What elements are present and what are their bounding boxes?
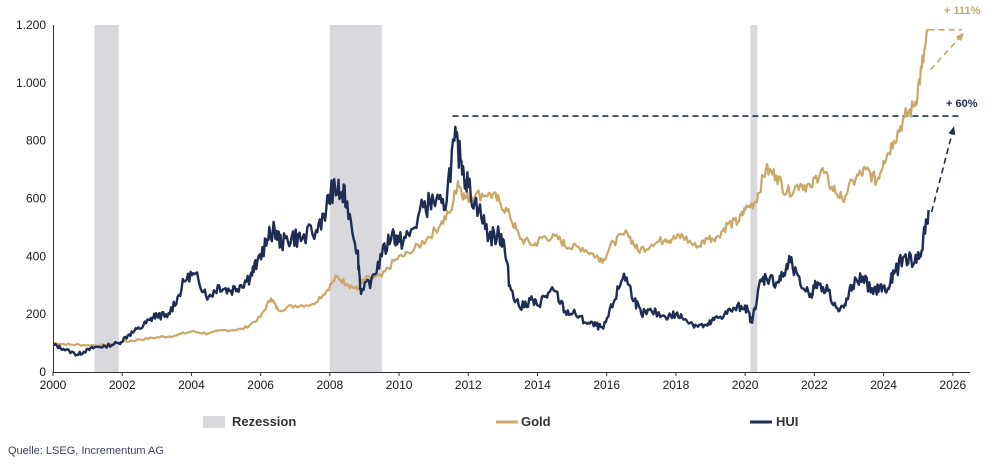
recession-band-1 — [329, 25, 382, 372]
annotation-hui-gain: + 60% — [946, 98, 978, 110]
x-tick-label: 2012 — [455, 378, 482, 392]
x-tick-label: 2020 — [732, 378, 759, 392]
recession-band-2 — [750, 25, 758, 372]
y-tick-label: 1.000 — [16, 76, 46, 90]
x-tick-label: 2022 — [801, 378, 828, 392]
projection-arrow-gold — [929, 32, 965, 71]
y-tick-label: 0 — [39, 365, 46, 379]
x-tick-label: 2004 — [178, 378, 205, 392]
projection-arrow-gold-head — [955, 32, 964, 42]
recession-bands — [94, 25, 758, 372]
x-tick-label: 2006 — [247, 378, 274, 392]
y-tick-label: 400 — [26, 249, 46, 263]
x-tick-label: 2010 — [386, 378, 413, 392]
x-tick-label: 2026 — [939, 378, 966, 392]
legend-label-rezession: Rezession — [232, 414, 296, 429]
x-tick-label: 2024 — [870, 378, 897, 392]
y-tick-label: 1.200 — [16, 18, 46, 32]
y-tick-label: 800 — [26, 134, 46, 148]
recession-band-0 — [94, 25, 119, 372]
y-tick-label: 200 — [26, 307, 46, 321]
projection-arrow-hui-head — [948, 126, 956, 136]
reference-lines — [452, 28, 962, 117]
source-note: Quelle: LSEG, Incrementum AG — [8, 445, 164, 457]
x-axis-ticks: 2000 2002 2004 2006 2008 2010 2012 2014 2016 2018… — [40, 372, 966, 392]
annotation-gold-gain: + 111% — [944, 5, 981, 17]
legend-label-gold: Gold — [521, 414, 551, 429]
x-tick-label: 2008 — [317, 378, 344, 392]
projection-arrow-hui — [930, 126, 955, 213]
x-tick-label: 2000 — [40, 378, 67, 392]
legend-swatch-rezession — [203, 416, 225, 428]
x-tick-label: 2016 — [593, 378, 620, 392]
legend-label-hui: HUI — [776, 414, 798, 429]
x-tick-label: 2002 — [109, 378, 136, 392]
x-tick-label: 2018 — [663, 378, 690, 392]
series-line-hui — [52, 125, 930, 357]
y-tick-label: 600 — [26, 192, 46, 206]
y-axis-ticks: 0 200 400 600 800 1.000 1.200 — [16, 18, 46, 379]
series-line-gold — [53, 29, 930, 348]
x-tick-label: 2014 — [524, 378, 551, 392]
legend: Rezession Gold HUI — [203, 414, 798, 429]
projection-arrows — [929, 32, 965, 213]
